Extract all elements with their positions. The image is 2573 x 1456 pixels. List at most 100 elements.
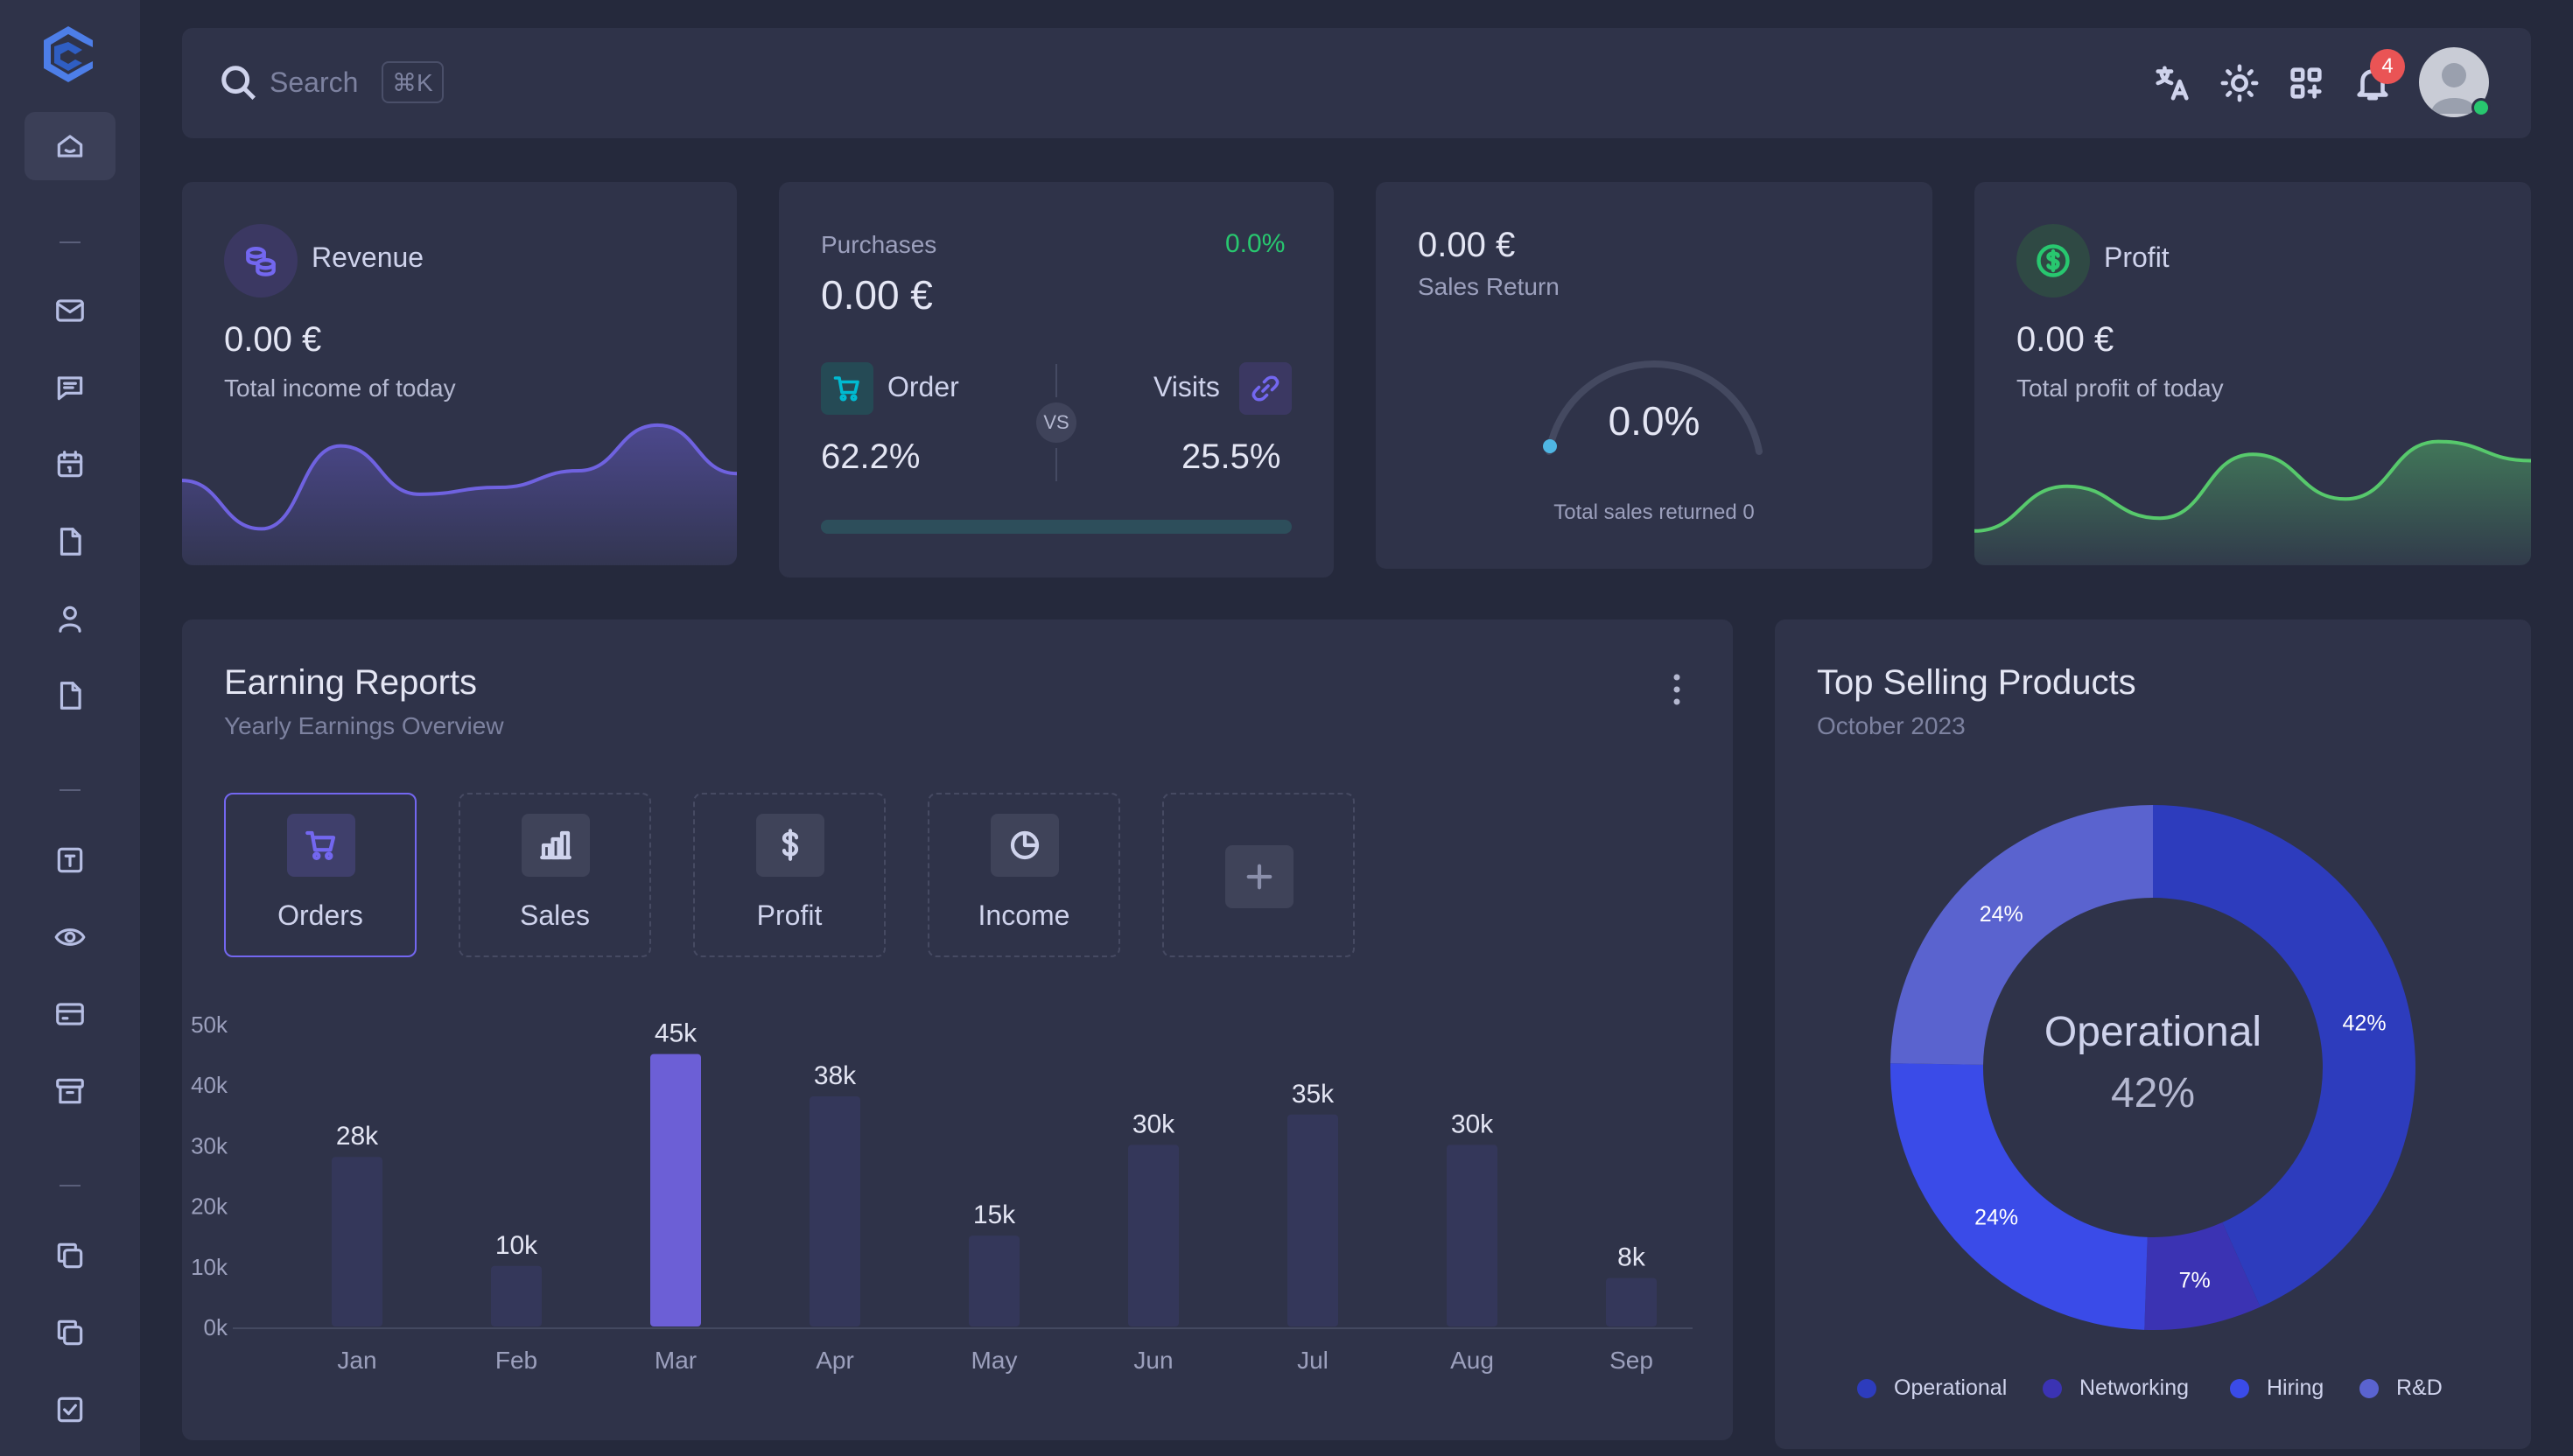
cart-icon <box>287 814 355 877</box>
sidebar-item-eye[interactable] <box>25 903 116 971</box>
bar-data-label: 30k <box>1132 1110 1175 1138</box>
apps-grid-icon[interactable] <box>2286 63 2326 103</box>
donut-data-label: 42% <box>2343 1011 2387 1035</box>
vs-badge: VS <box>1036 402 1076 443</box>
sidebar-item-chat[interactable] <box>25 354 116 422</box>
sales-return-footer: Total sales returned 0 <box>1553 500 1755 524</box>
home-icon <box>57 135 83 158</box>
sidebar-item-mail[interactable] <box>25 276 116 345</box>
sun-icon[interactable] <box>2219 63 2260 103</box>
gauge-value: 0.0% <box>1608 398 1700 444</box>
sidebar-item-card[interactable] <box>25 980 116 1048</box>
x-tick-label: Jul <box>1297 1347 1329 1374</box>
vs-divider <box>1055 364 1057 397</box>
bar-data-label: 30k <box>1451 1110 1494 1138</box>
legend-item-rd: R&D <box>2359 1376 2443 1401</box>
sidebar-item-archive[interactable] <box>25 1057 116 1125</box>
purchases-label: Purchases <box>821 231 937 258</box>
y-tick-label: 40k <box>191 1072 228 1098</box>
translate-icon[interactable] <box>2153 63 2193 103</box>
sparkline-line <box>1974 439 2531 533</box>
file-icon <box>60 528 81 556</box>
x-tick-label: Feb <box>495 1347 537 1374</box>
bar-feb <box>491 1265 542 1326</box>
tab-label: Orders <box>277 900 363 931</box>
search-shortcut: ⌘K <box>382 61 444 103</box>
calendar-icon <box>57 451 83 478</box>
legend-dot <box>1857 1378 1876 1398</box>
donut-center-value: 42% <box>2110 1070 2196 1116</box>
legend-label: Networking <box>2079 1376 2190 1400</box>
sidebar-item-home[interactable] <box>25 112 116 180</box>
y-tick-label: 20k <box>191 1194 228 1220</box>
sidebar-item-document[interactable] <box>25 662 116 730</box>
plus-icon <box>1225 845 1294 908</box>
document-icon <box>60 682 81 710</box>
bar-data-label: 38k <box>814 1061 857 1090</box>
tab-sales[interactable]: Sales <box>459 793 651 957</box>
bar-data-label: 10k <box>495 1231 538 1260</box>
y-tick-label: 0k <box>204 1314 228 1340</box>
profit-value: 0.00 € <box>2016 320 2114 359</box>
sales-return-card: 0.00 € Sales Return 0.0% Total sales ret… <box>1376 182 1932 569</box>
revenue-label: Revenue <box>312 242 424 273</box>
revenue-value: 0.00 € <box>224 320 322 359</box>
profit-label: Profit <box>2104 242 2170 273</box>
y-tick-label: 10k <box>191 1254 228 1280</box>
user-icon <box>59 606 81 633</box>
cart-icon <box>821 362 873 415</box>
revenue-sparkline <box>182 423 737 565</box>
pie-icon <box>991 814 1059 877</box>
sidebar-item-layers[interactable] <box>25 1298 116 1367</box>
tab-profit[interactable]: Profit <box>693 793 886 957</box>
earnings-bar-chart: 0k 10k 20k 30k 40k 50k 28k Jan 10k Feb 45k Mar 38k Ap… <box>191 1012 1693 1374</box>
dollar-circle-icon <box>2016 224 2090 298</box>
sidebar-item-calendar[interactable] <box>25 430 116 499</box>
copy-icon <box>57 1242 83 1269</box>
bar-data-label: 15k <box>973 1200 1016 1229</box>
online-status-dot <box>2471 98 2491 117</box>
bar-apr <box>810 1096 860 1326</box>
legend-dot <box>2043 1378 2062 1398</box>
bar-data-label: 45k <box>655 1019 698 1048</box>
bar-data-label: 28k <box>336 1122 379 1151</box>
x-tick-label: Jan <box>337 1347 376 1374</box>
chat-icon <box>57 376 83 401</box>
donut-center-label: Operational <box>2044 1009 2262 1055</box>
profit-sparkline <box>1974 439 2531 565</box>
tab-label: Income <box>978 900 1070 931</box>
nav-divider <box>60 1185 81 1186</box>
bar-data-label: 35k <box>1292 1080 1335 1109</box>
legend-label: Operational <box>1894 1376 2008 1400</box>
coins-icon <box>224 224 298 298</box>
sidebar-item-file[interactable] <box>25 508 116 576</box>
more-vertical-icon[interactable] <box>1670 672 1684 707</box>
search-icon[interactable] <box>219 63 259 103</box>
credit-card-icon <box>56 1003 84 1026</box>
tab-label: Sales <box>519 900 591 931</box>
profit-subtitle: Total profit of today <box>2016 374 2224 402</box>
x-tick-label: Aug <box>1450 1347 1494 1374</box>
tab-add[interactable] <box>1162 793 1355 957</box>
y-tick-label: 50k <box>191 1012 228 1038</box>
tab-orders[interactable]: Orders <box>224 793 417 957</box>
eye-icon <box>54 928 86 946</box>
logo-icon[interactable] <box>37 23 100 86</box>
sidebar-item-copy[interactable] <box>25 1222 116 1290</box>
nav-divider <box>60 789 81 791</box>
revenue-card: Revenue 0.00 € Total income of today <box>182 182 737 565</box>
dollar-icon <box>756 814 824 877</box>
bar-aug <box>1447 1144 1497 1326</box>
x-tick-label: Jun <box>1133 1347 1173 1374</box>
sidebar-item-text[interactable] <box>25 826 116 894</box>
tab-income[interactable]: Income <box>928 793 1120 957</box>
mail-icon <box>56 299 84 322</box>
order-label: Order <box>887 371 959 402</box>
visits-value: 25.5% <box>1181 438 1281 476</box>
donut-chart: 42% 7% 24% 24% <box>1890 805 2416 1330</box>
sidebar-item-user[interactable] <box>25 584 116 653</box>
search-input[interactable]: Search <box>270 66 359 98</box>
sidebar-item-checkbox[interactable] <box>25 1376 116 1444</box>
bar-mar <box>650 1054 701 1326</box>
bar-sep <box>1606 1278 1657 1326</box>
